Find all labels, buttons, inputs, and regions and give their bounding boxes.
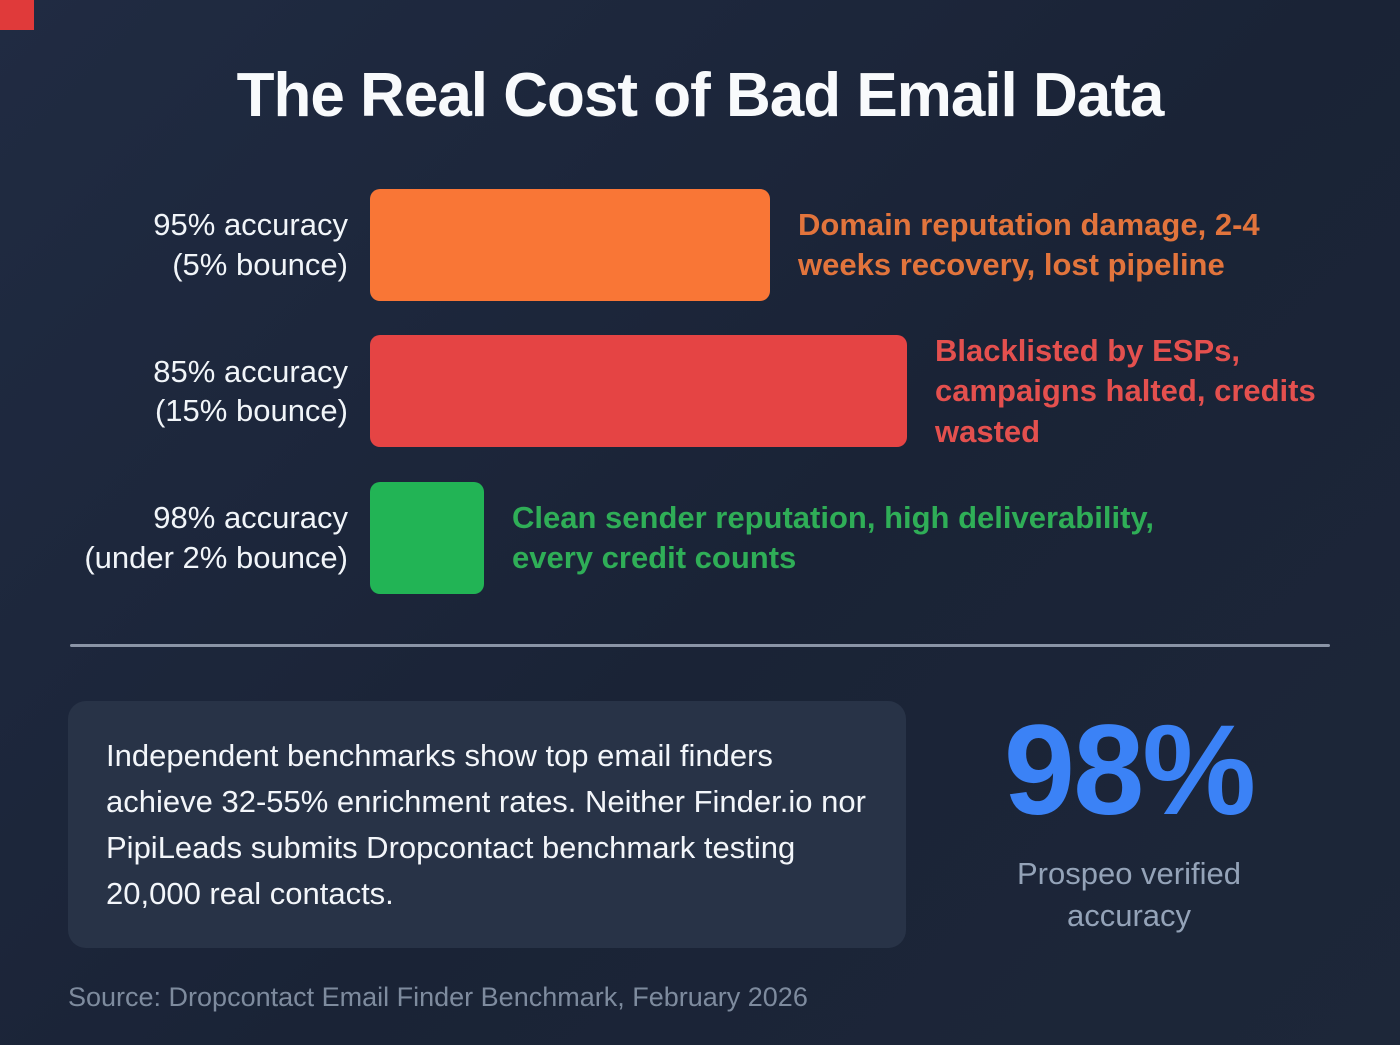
bar-label-line1: 85% accuracy: [153, 353, 348, 389]
accuracy-stat-value: 98%: [1003, 698, 1256, 842]
bar-green: [370, 481, 484, 594]
bar-chart: 95% accuracy (5% bounce) Domain reputati…: [0, 189, 1400, 594]
bar-label-line1: 98% accuracy: [153, 500, 348, 536]
bar-label-line1: 95% accuracy: [153, 207, 348, 243]
bar-label: 85% accuracy (15% bounce): [48, 352, 348, 431]
bar-red: [370, 335, 907, 448]
section-divider: [70, 643, 1330, 647]
bottom-section: Independent benchmarks show top email fi…: [68, 698, 1352, 949]
bar-label: 98% accuracy (under 2% bounce): [48, 498, 348, 577]
bar-label-line2: (under 2% bounce): [84, 539, 348, 575]
bar-row-98-accuracy: 98% accuracy (under 2% bounce) Clean sen…: [48, 481, 1400, 594]
bar-label: 95% accuracy (5% bounce): [48, 205, 348, 284]
bar-annotation: Blacklisted by ESPs, campaigns halted, c…: [935, 333, 1316, 449]
bar-orange: [370, 189, 770, 301]
page-title: The Real Cost of Bad Email Data: [236, 61, 1165, 130]
bar-row-85-accuracy: 85% accuracy (15% bounce) Blacklisted by…: [48, 331, 1400, 452]
bar-label-line2: (5% bounce): [172, 247, 348, 282]
source-attribution: Source: Dropcontact Email Finder Benchma…: [68, 982, 808, 1013]
accuracy-stat-label: Prospeo verified accuracy: [1016, 855, 1241, 933]
bar-label-line2: (15% bounce): [154, 393, 348, 429]
bar-row-95-accuracy: 95% accuracy (5% bounce) Domain reputati…: [48, 189, 1400, 301]
benchmark-callout-text: Independent benchmarks show top email fi…: [106, 737, 866, 911]
accuracy-stat: 98% Prospeo verified accuracy: [906, 698, 1352, 937]
bar-annotation: Clean sender reputation, high deliverabi…: [512, 499, 1154, 575]
benchmark-callout-box: Independent benchmarks show top email fi…: [68, 700, 906, 949]
corner-accent: [0, 0, 34, 30]
bar-annotation: Domain reputation damage, 2-4 weeks reco…: [798, 206, 1260, 282]
